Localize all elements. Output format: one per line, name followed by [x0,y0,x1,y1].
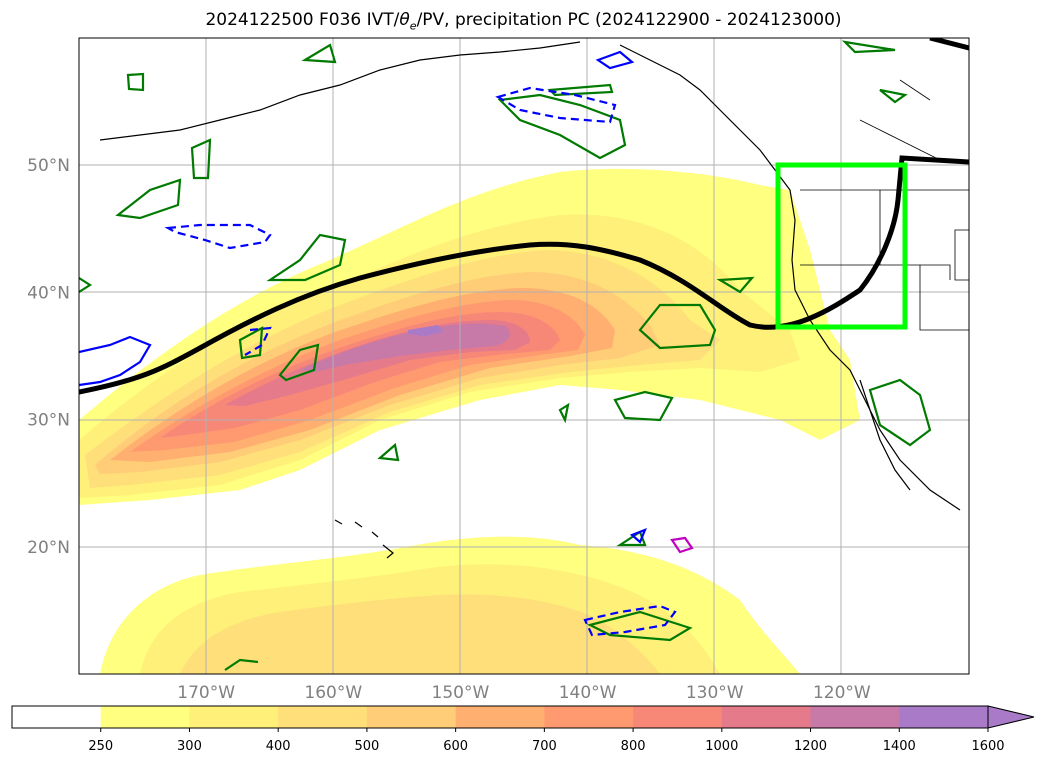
region-highlight-box [775,162,908,330]
state-border-5 [859,79,941,161]
lon-label: 140°W [559,683,617,703]
title-theta: θ [399,10,410,30]
pv-contours-negative [79,50,677,637]
ivt-band-1200 [300,323,511,372]
colorbar-extend-arrow [987,705,1035,729]
colorbar-segment [633,706,723,728]
colorbar-segment [544,706,634,728]
baja-coast [859,379,911,491]
state-border-2 [800,264,951,280]
lat-label: 40°N [27,283,70,303]
colorbar-label: 1200 [794,739,827,754]
colorbar: 250 300 400 500 600 700 800 1000 1200 1400 1600 [11,705,1035,754]
coastlines [99,41,969,559]
colorbar-segment [366,706,457,728]
ivt-south-400 [180,594,660,674]
colorbar-segment [12,706,102,728]
latitude-labels: 50°N 40°N 30°N 20°N [27,156,70,558]
ivt-field [79,38,969,674]
pv-magenta [670,536,694,554]
hawaii-islands [334,519,394,559]
colorbar-frame [11,705,989,729]
colorbar-segment [721,706,812,728]
colorbar-label: 250 [88,739,113,754]
lon-label: 130°W [686,683,744,703]
north-america-coast [774,169,961,511]
pv-contours-positive [79,40,932,671]
longitude-labels: 170°W 160°W 150°W 140°W 130°W 120°W [177,683,871,703]
colorbar-segment [100,706,190,728]
colorbar-segment [278,706,368,728]
map-title: 2024122500 F036 IVT/θe/PV, precipitation… [0,10,1047,32]
gulf-of-alaska-coast [619,44,776,171]
jet-line-north [929,38,969,51]
alaska-coast [99,41,581,141]
lon-label: 120°W [813,683,871,703]
lat-label: 50°N [27,156,70,176]
colorbar-label: 800 [621,739,646,754]
jet-line [79,155,969,395]
colorbar-label: 1000 [705,739,738,754]
colorbar-label: 1400 [883,739,916,754]
plot-frame [78,37,970,675]
lat-label: 30°N [27,411,70,431]
title-suffix: /PV, precipitation PC (2024122900 - 2024… [416,10,842,30]
colorbar-segment [189,706,279,728]
colorbar-label: 400 [266,739,291,754]
colorbar-segment [899,706,989,728]
colorbar-label: 1600 [971,739,1004,754]
lon-label: 170°W [177,683,235,703]
colorbar-segment [810,706,900,728]
colorbar-label: 600 [443,739,468,754]
ivt-band-1400 [408,325,443,336]
lat-label: 20°N [27,538,70,558]
colorbar-label: 700 [532,739,557,754]
lon-label: 160°W [304,683,362,703]
colorbar-label: 500 [354,739,379,754]
title-theta-sub: e [409,19,417,33]
colorbar-segment [455,706,545,728]
state-border-3 [879,190,969,331]
state-border-4 [954,229,969,281]
title-prefix: 2024122500 F036 IVT/ [205,10,400,30]
colorbar-label: 300 [177,739,202,754]
lon-label: 150°W [432,683,490,703]
